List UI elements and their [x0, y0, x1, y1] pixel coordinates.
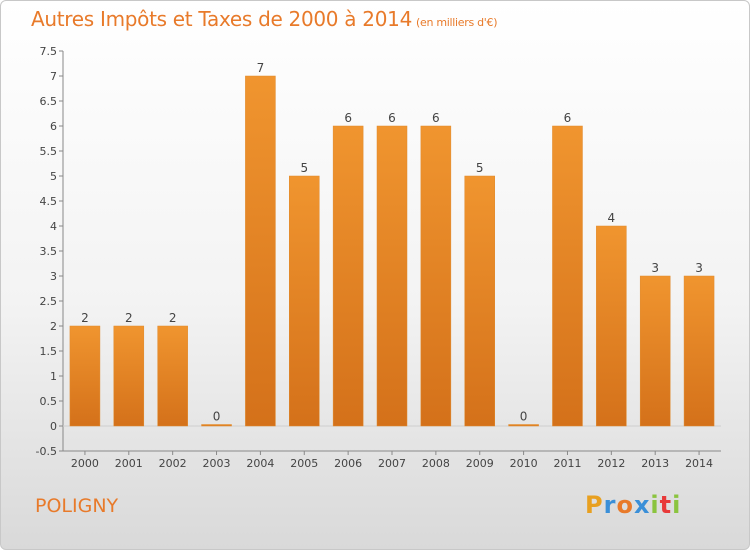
data-label: 2 — [81, 311, 89, 325]
x-tick-label: 2004 — [246, 457, 274, 470]
x-tick-label: 2003 — [203, 457, 231, 470]
x-tick-label: 2001 — [115, 457, 143, 470]
y-tick-label: -0.5 — [36, 445, 57, 458]
y-tick-label: 5.5 — [40, 145, 58, 158]
data-label: 2 — [169, 311, 177, 325]
y-tick-label: 1 — [50, 370, 57, 383]
data-label: 3 — [651, 261, 659, 275]
y-tick-label: 0.5 — [40, 395, 58, 408]
data-label: 0 — [213, 410, 221, 424]
data-label: 6 — [564, 111, 572, 125]
y-tick-label: 0 — [50, 420, 57, 433]
y-tick-label: 6.5 — [40, 95, 58, 108]
bar — [245, 75, 276, 427]
data-label: 6 — [432, 111, 440, 125]
data-label: 0 — [520, 410, 528, 424]
data-label: 4 — [608, 211, 616, 225]
x-tick-label: 2010 — [510, 457, 538, 470]
bar — [420, 125, 452, 427]
bar — [113, 325, 145, 427]
bar — [683, 275, 715, 427]
x-tick-label: 2005 — [290, 457, 318, 470]
brand-letter: x — [633, 491, 651, 519]
bar — [552, 125, 583, 427]
data-label: 3 — [695, 261, 703, 275]
brand-letter: t — [659, 491, 673, 519]
brand-letter: P — [585, 491, 604, 519]
commune-name: POLIGNY — [35, 495, 119, 517]
y-tick-label: 4.5 — [40, 195, 58, 208]
brand-letter: r — [603, 491, 617, 519]
y-tick-label: 3 — [50, 270, 57, 283]
x-tick-label: 2011 — [553, 457, 581, 470]
y-tick-label: 4 — [50, 220, 57, 233]
y-tick-label: 2 — [50, 320, 57, 333]
bar — [464, 175, 495, 427]
brand-letter: i — [650, 491, 660, 519]
data-label: 5 — [476, 161, 484, 175]
data-label: 6 — [388, 111, 396, 125]
y-tick-label: 7.5 — [40, 45, 58, 58]
data-label: 7 — [257, 61, 265, 75]
x-tick-label: 2013 — [641, 457, 669, 470]
x-tick-label: 2007 — [378, 457, 406, 470]
chart-title-text: Autres Impôts et Taxes de 2000 à 2014 — [31, 7, 412, 31]
bar — [157, 325, 188, 427]
x-tick-label: 2002 — [159, 457, 187, 470]
y-tick-label: 1.5 — [40, 345, 58, 358]
x-tick-label: 2000 — [71, 457, 99, 470]
plot-area: -0.500.511.522.533.544.555.566.577.52200… — [36, 45, 721, 470]
y-tick-label: 3.5 — [40, 245, 58, 258]
bar — [201, 424, 232, 427]
brand-letter: i — [672, 491, 682, 519]
brand-logo: Proxiti — [585, 491, 681, 519]
bar — [639, 275, 671, 427]
x-tick-label: 2014 — [685, 457, 713, 470]
chart-title: Autres Impôts et Taxes de 2000 à 2014 (en… — [31, 7, 497, 31]
x-tick-label: 2008 — [422, 457, 450, 470]
bar — [376, 125, 408, 427]
brand-letter: o — [616, 491, 634, 519]
x-tick-label: 2012 — [597, 457, 625, 470]
bar — [596, 225, 627, 427]
x-tick-label: 2009 — [466, 457, 494, 470]
bar — [508, 424, 539, 427]
bar — [332, 125, 364, 427]
bar — [289, 175, 320, 427]
y-tick-label: 2.5 — [40, 295, 58, 308]
data-label: 6 — [344, 111, 352, 125]
y-tick-label: 7 — [50, 70, 57, 83]
x-tick-label: 2006 — [334, 457, 362, 470]
y-tick-label: 6 — [50, 120, 57, 133]
y-tick-label: 5 — [50, 170, 57, 183]
data-label: 5 — [300, 161, 308, 175]
bar — [69, 325, 101, 427]
chart-unit-note: (en milliers d'€) — [416, 16, 498, 29]
data-label: 2 — [125, 311, 133, 325]
